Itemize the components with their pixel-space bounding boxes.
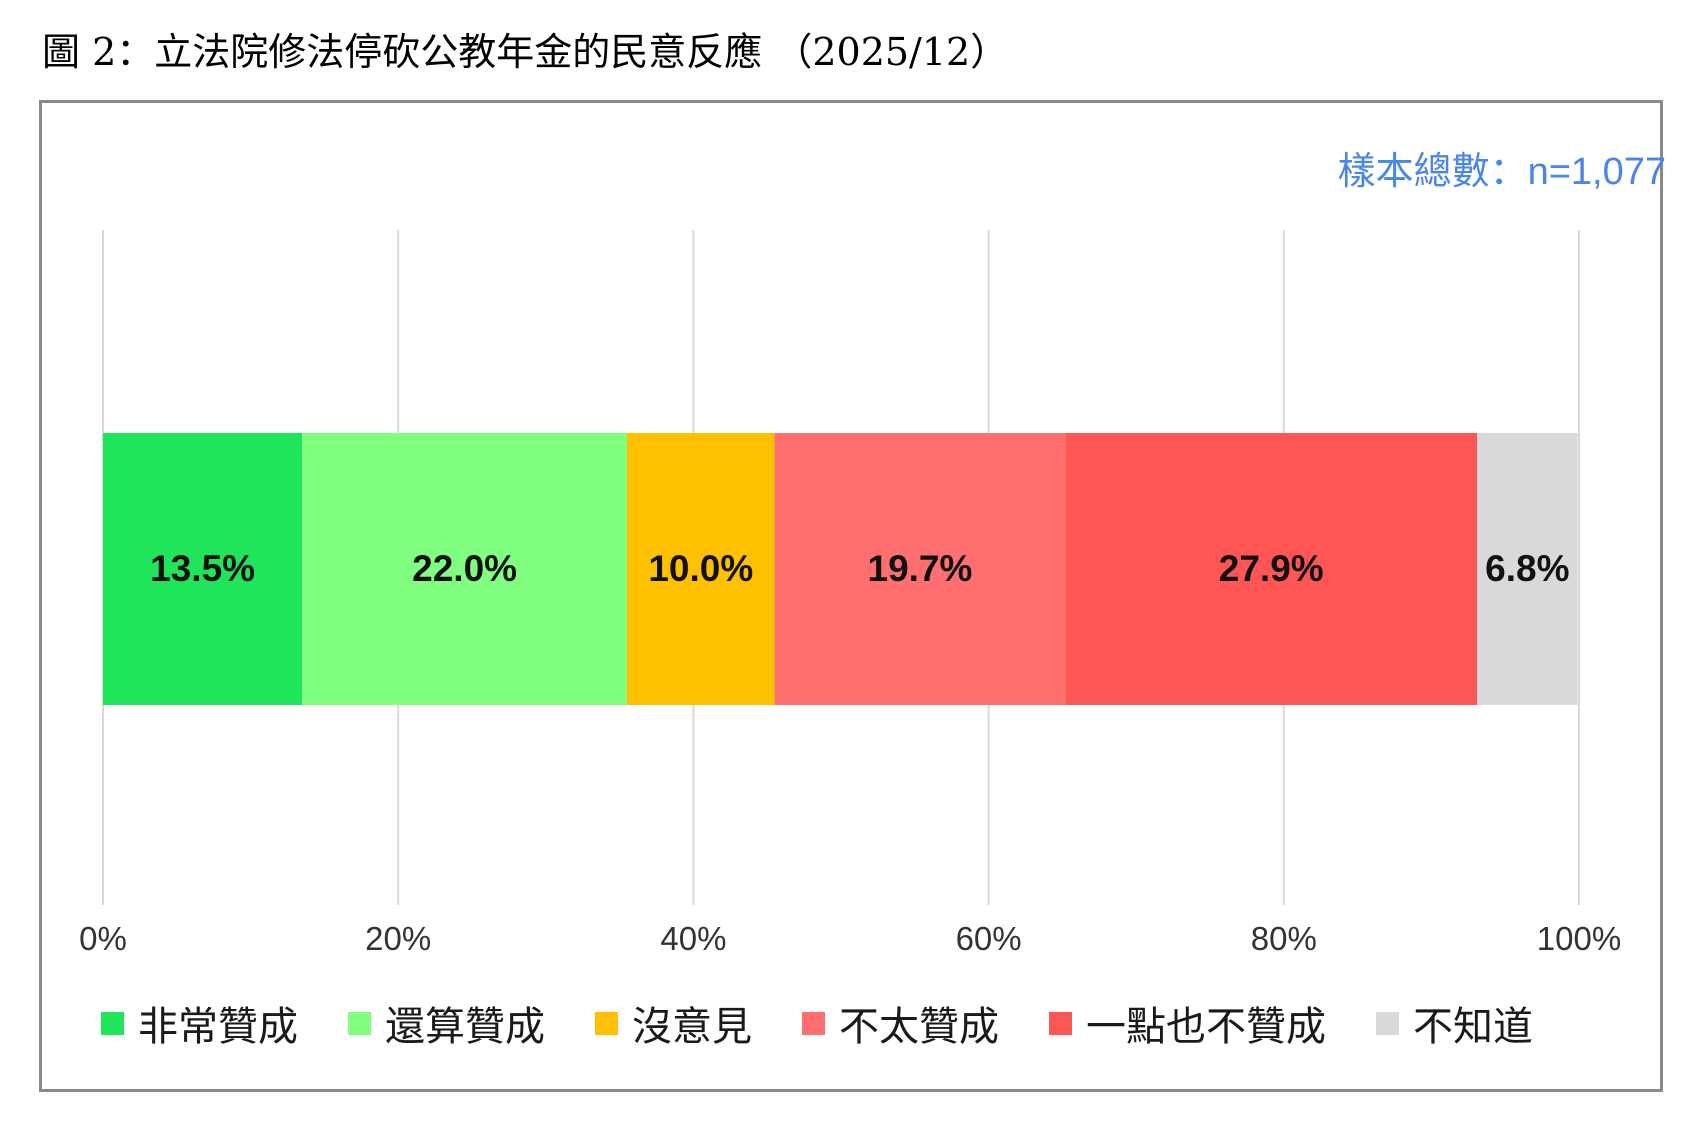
data-label: 6.8% <box>1485 548 1569 589</box>
legend-item: 還算贊成 <box>348 994 545 1052</box>
legend-swatch <box>348 1011 371 1035</box>
legend-item: 沒意見 <box>595 994 752 1052</box>
data-label: 19.7% <box>868 548 973 589</box>
x-tick-label: 20% <box>365 920 431 957</box>
legend-label: 非常贊成 <box>138 1005 298 1049</box>
x-tick-label: 0% <box>79 920 127 957</box>
bar-segment <box>103 433 303 705</box>
legend-label: 不太贊成 <box>839 1005 999 1049</box>
bar-segment <box>1065 433 1478 705</box>
legend-swatch <box>101 1011 124 1035</box>
legend-swatch <box>1049 1011 1072 1035</box>
legend-label: 一點也不贊成 <box>1086 1005 1326 1049</box>
legend-swatch <box>1376 1011 1399 1035</box>
legend-item: 一點也不贊成 <box>1049 994 1326 1052</box>
data-label: 10.0% <box>648 548 753 589</box>
data-label: 27.9% <box>1219 548 1324 589</box>
data-label: 22.0% <box>412 548 517 589</box>
legend-item: 非常贊成 <box>101 994 298 1052</box>
bar-segment <box>302 433 627 705</box>
figure-title: 圖 2：立法院修法停砍公教年金的民意反應 （2025/12） <box>42 30 1009 74</box>
chart-legend: 非常贊成 還算贊成 沒意見 不太贊成 一點也不贊成 不知道 <box>101 995 1583 1051</box>
data-label: 13.5% <box>150 548 255 589</box>
legend-item: 不知道 <box>1376 994 1533 1052</box>
x-tick-label: 40% <box>660 920 726 957</box>
legend-label: 沒意見 <box>632 1005 752 1049</box>
x-tick-label: 80% <box>1251 920 1317 957</box>
bar-segment <box>1477 433 1578 705</box>
legend-label: 不知道 <box>1413 1005 1533 1049</box>
sample-size-note: 樣本總數：n=1,077 <box>1337 151 1666 193</box>
x-tick-label: 60% <box>956 920 1022 957</box>
bar-segment <box>774 433 1066 705</box>
legend-label: 還算贊成 <box>385 1005 545 1049</box>
legend-item: 不太贊成 <box>802 994 999 1052</box>
x-tick-label: 100% <box>1537 920 1621 957</box>
legend-swatch <box>802 1011 825 1035</box>
legend-swatch <box>595 1011 618 1035</box>
bar-segment <box>626 433 775 705</box>
